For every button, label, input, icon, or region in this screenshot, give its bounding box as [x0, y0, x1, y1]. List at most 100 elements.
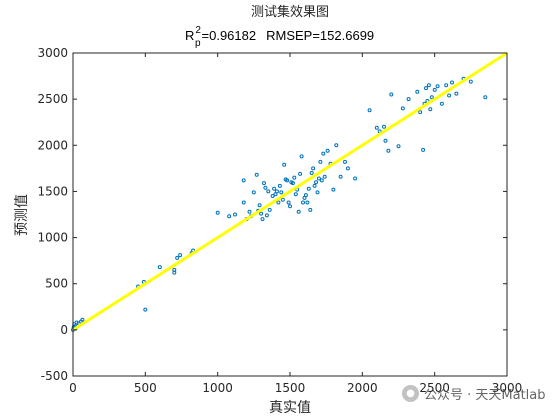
data-point — [396, 144, 401, 149]
y-tick-label: 500 — [45, 277, 68, 291]
x-tick-label: 1500 — [275, 381, 306, 395]
data-point — [415, 89, 420, 94]
y-tick-label: 1500 — [37, 184, 68, 198]
data-point — [276, 200, 281, 205]
data-point — [386, 148, 391, 153]
wechat-icon: ● — [402, 385, 419, 402]
plot-area — [73, 53, 507, 376]
data-point — [175, 255, 180, 260]
data-point — [383, 138, 388, 143]
data-point — [292, 175, 297, 180]
x-tick-label: 2500 — [419, 381, 450, 395]
data-point — [247, 209, 252, 214]
data-point — [406, 97, 411, 102]
data-point — [303, 193, 308, 198]
y-axis-label: 预测值 — [14, 194, 30, 236]
data-point — [251, 190, 256, 195]
data-point — [305, 200, 310, 205]
data-point — [157, 265, 162, 270]
data-point — [439, 101, 444, 106]
data-point — [309, 171, 314, 175]
y-tick-label: 3000 — [37, 46, 68, 60]
data-point — [279, 190, 284, 195]
data-point — [299, 154, 304, 159]
data-point — [280, 197, 285, 202]
axes-layer: 0 500 1000 1500 2000 2500 3000-500050010001500… — [37, 46, 522, 395]
data-point — [259, 211, 264, 216]
data-point — [270, 194, 275, 198]
data-point — [288, 204, 292, 209]
y-tick-label: 0 — [60, 323, 68, 337]
r-base: R — [185, 28, 194, 43]
data-point — [426, 83, 431, 88]
data-point — [314, 180, 318, 185]
r-value: =0.96182 — [202, 28, 257, 43]
y-tick-label: 1000 — [37, 231, 68, 245]
data-point — [315, 190, 320, 195]
data-point — [290, 181, 295, 186]
data-point — [178, 253, 183, 258]
data-point — [215, 210, 220, 215]
data-point — [343, 159, 347, 164]
data-point — [319, 178, 324, 183]
data-point — [275, 189, 279, 194]
data-point — [241, 178, 246, 183]
data-point — [429, 95, 434, 100]
data-point — [444, 83, 449, 88]
data-point — [374, 125, 379, 130]
x-tick-label: 1000 — [202, 381, 233, 395]
data-point — [345, 166, 350, 171]
y-tick-label: 2000 — [37, 138, 68, 152]
data-point — [80, 317, 85, 322]
data-point — [257, 203, 262, 208]
data-point — [318, 159, 323, 164]
data-point — [468, 79, 473, 84]
data-point — [367, 108, 372, 113]
data-point — [312, 183, 317, 188]
marks-layer — [71, 51, 508, 332]
data-point — [308, 207, 313, 212]
data-point — [447, 93, 452, 98]
data-point — [262, 181, 266, 186]
x-tick-label: 500 — [134, 381, 157, 395]
data-point — [450, 80, 454, 85]
data-point — [285, 178, 290, 183]
data-point — [263, 185, 268, 190]
data-point — [316, 176, 321, 181]
data-point — [331, 187, 336, 192]
data-point — [143, 307, 148, 312]
data-point — [293, 192, 298, 197]
y-tick-label: -500 — [41, 369, 68, 383]
data-point — [325, 148, 330, 153]
data-point — [227, 214, 232, 219]
data-point — [277, 183, 282, 188]
data-point — [353, 176, 358, 181]
watermark: ● 公众号 · 天天Matlab — [402, 384, 546, 403]
data-point — [260, 217, 265, 222]
watermark-text: 公众号 · 天天Matlab — [424, 388, 546, 403]
data-point — [322, 174, 327, 179]
data-point — [382, 124, 386, 129]
data-point — [233, 212, 237, 217]
data-point — [311, 166, 316, 171]
data-point — [296, 209, 301, 214]
data-point — [321, 151, 326, 156]
chart-metrics: R2 p=0.96182 RMSEP=152.6699 — [185, 25, 374, 49]
data-point — [483, 95, 488, 100]
data-point — [435, 84, 440, 89]
data-point — [272, 186, 277, 191]
data-point — [421, 147, 426, 152]
data-point — [286, 200, 291, 205]
data-point — [454, 91, 459, 96]
data-point — [424, 86, 428, 91]
chart-title: 测试集效果图 — [251, 4, 329, 20]
data-point — [389, 92, 394, 97]
data-point — [266, 189, 271, 194]
data-point — [267, 207, 272, 212]
data-point — [298, 171, 303, 176]
data-point — [282, 162, 287, 167]
data-point — [254, 172, 259, 177]
data-point — [432, 87, 437, 92]
data-point — [301, 200, 305, 205]
